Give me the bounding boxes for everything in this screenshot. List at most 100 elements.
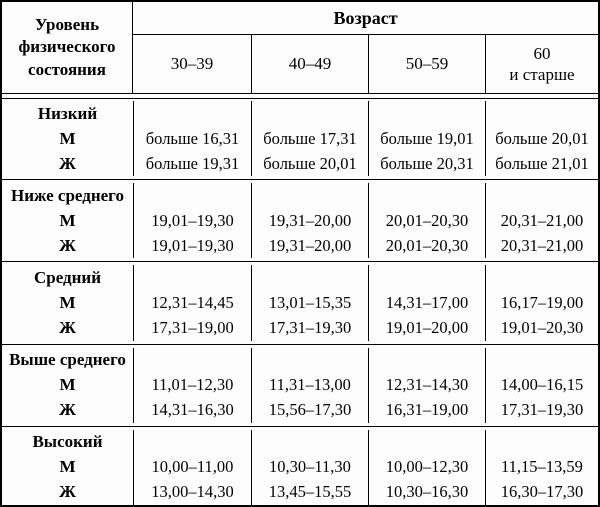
section-divider — [2, 425, 598, 427]
sex-label-f: Ж — [59, 482, 76, 502]
value-column: 10,00–11,00 13,00–14,30 — [133, 429, 251, 505]
empty-cell — [486, 430, 598, 455]
value-column: больше 20,01 больше 21,01 — [485, 101, 598, 177]
value-column: 14,00–16,15 17,31–19,30 — [485, 347, 598, 423]
section-sredniy: Средний М Ж 12,31–14,45 17,31–19,00 13,0… — [2, 265, 598, 341]
empty-cell — [486, 348, 598, 373]
age-header: Возраст — [133, 2, 598, 35]
value-cell: больше 17,31 — [263, 128, 357, 148]
value-cell: 19,01–19,30 — [151, 210, 234, 230]
label-column: Средний М Ж — [2, 265, 133, 340]
value-cell: 10,30–16,30 — [385, 482, 469, 502]
section-vyshe-srednego: Выше среднего М Ж 11,01–12,30 14,31–16,3… — [2, 347, 598, 423]
empty-cell — [252, 183, 368, 208]
sex-label-f: Ж — [59, 318, 76, 338]
empty-cell — [369, 430, 485, 455]
value-cell: 12,31–14,45 — [151, 293, 234, 312]
value-cell: 10,30–11,30 — [269, 457, 351, 477]
section-nizkiy: Низкий М Ж больше 16,31 больше 19,31 бол… — [2, 101, 598, 177]
level-name: Ниже среднего — [11, 185, 124, 205]
value-column: больше 16,31 больше 19,31 — [133, 101, 251, 177]
empty-cell — [134, 430, 251, 455]
sex-label-m: М — [59, 293, 76, 312]
empty-cell — [134, 348, 251, 373]
sex-label-f: Ж — [59, 153, 76, 173]
value-cell: 19,31–20,00 — [268, 235, 352, 255]
value-cell: 17,31–19,00 — [151, 318, 234, 338]
empty-cell — [486, 101, 598, 126]
label-column: Выше среднего М Ж — [2, 348, 133, 423]
value-cell: 13,01–15,35 — [268, 293, 352, 312]
value-column: 19,31–20,00 19,31–20,00 — [251, 183, 368, 259]
value-cell: 16,30–17,30 — [500, 482, 584, 502]
value-column: 10,00–12,30 10,30–16,30 — [368, 429, 485, 505]
sex-label-f: Ж — [59, 235, 76, 255]
section-divider — [2, 261, 598, 263]
section-vysokiy: Высокий М Ж 10,00–11,00 13,00–14,30 10,3… — [2, 429, 598, 505]
value-cell: больше 19,31 — [145, 153, 240, 173]
sex-label-m: М — [59, 375, 76, 395]
empty-cell — [134, 183, 251, 208]
age-group-row: 30–39 40–49 50–59 60 и старше — [133, 35, 598, 93]
value-column: 20,31–21,00 20,31–21,00 — [485, 183, 598, 259]
value-column: 11,01–12,30 14,31–16,30 — [133, 347, 251, 423]
level-name: Выше среднего — [9, 350, 126, 370]
value-cell: 15,56–17,30 — [268, 400, 352, 420]
value-cell: больше 20,01 — [495, 128, 589, 148]
value-column: 13,01–15,35 17,31–19,30 — [251, 265, 368, 341]
value-cell: 12,31–14,30 — [385, 375, 469, 395]
level-column-header: Уровень физического состояния — [2, 2, 133, 93]
value-cell: 17,31–19,30 — [500, 400, 584, 420]
age-group-30-39: 30–39 — [170, 54, 214, 74]
level-name: Высокий — [32, 432, 103, 452]
age-group-50-59: 50–59 — [368, 35, 485, 93]
sex-label-m: М — [59, 128, 76, 148]
section-divider — [2, 343, 598, 345]
value-column: 10,30–11,30 13,45–15,55 — [251, 429, 368, 505]
age-header-block: Возраст 30–39 40–49 50–59 60 и старше — [133, 2, 598, 93]
value-column: 12,31–14,45 17,31–19,00 — [133, 265, 251, 341]
empty-cell — [369, 265, 485, 290]
value-cell: 13,00–14,30 — [151, 482, 234, 502]
value-cell: 19,01–20,30 — [500, 318, 584, 338]
empty-cell — [252, 430, 368, 455]
value-cell: 14,00–16,15 — [500, 375, 584, 395]
empty-cell — [486, 265, 598, 290]
empty-cell — [252, 265, 368, 290]
value-cell: 14,31–17,00 — [385, 293, 469, 312]
value-cell: 11,31–13,00 — [269, 375, 351, 395]
empty-cell — [252, 101, 368, 126]
level-name: Низкий — [37, 103, 98, 123]
value-cell: 16,31–19,00 — [385, 400, 469, 420]
value-column: 16,17–19,00 19,01–20,30 — [485, 265, 598, 341]
value-column: 12,31–14,30 16,31–19,00 — [368, 347, 485, 423]
value-column: 11,31–13,00 15,56–17,30 — [251, 347, 368, 423]
empty-cell — [252, 348, 368, 373]
sex-label-f: Ж — [59, 400, 76, 420]
value-column: больше 19,01 больше 20,31 — [368, 101, 485, 177]
level-name: Средний — [33, 267, 102, 287]
value-cell: 19,31–20,00 — [268, 210, 352, 230]
value-cell: 10,00–11,00 — [151, 457, 234, 477]
value-cell: 10,00–12,30 — [385, 457, 469, 477]
value-column: 19,01–19,30 19,01–19,30 — [133, 183, 251, 259]
header-double-rule — [2, 98, 598, 99]
value-cell: больше 16,31 — [145, 128, 240, 148]
value-cell: 14,31–16,30 — [151, 400, 234, 420]
label-column: Низкий М Ж — [2, 101, 133, 176]
empty-cell — [369, 101, 485, 126]
value-cell: больше 21,01 — [495, 153, 589, 173]
value-cell: больше 19,01 — [380, 128, 474, 148]
empty-cell — [134, 101, 251, 126]
value-cell: 19,01–20,00 — [385, 318, 469, 338]
sex-label-m: М — [59, 457, 76, 477]
age-group-60-plus: 60 и старше — [485, 35, 598, 93]
value-column: больше 17,31 больше 20,01 — [251, 101, 368, 177]
label-column: Ниже среднего М Ж — [2, 183, 133, 258]
value-cell: больше 20,01 — [263, 153, 357, 173]
empty-cell — [134, 265, 251, 290]
empty-cell — [369, 348, 485, 373]
empty-cell — [486, 183, 598, 208]
value-cell: 11,01–12,30 — [151, 375, 234, 395]
